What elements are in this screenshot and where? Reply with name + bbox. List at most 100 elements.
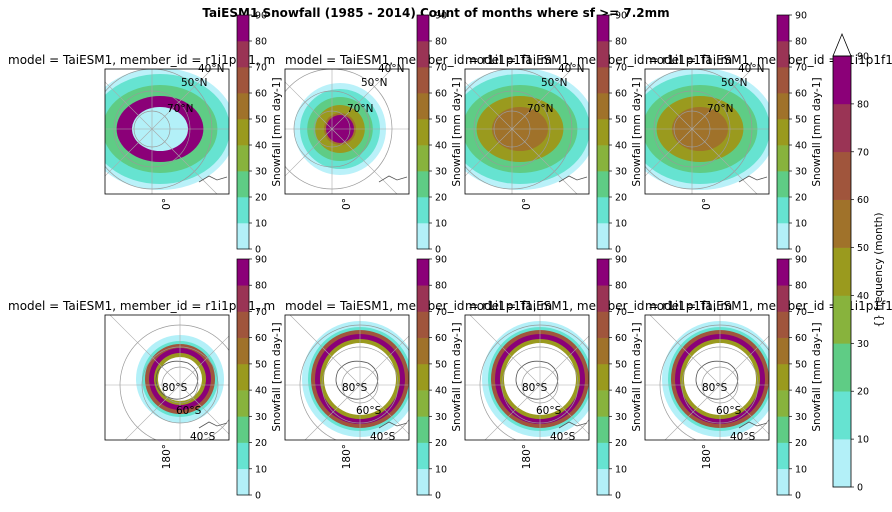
colorbar-label: Snowfall [mm day-1] <box>631 77 643 186</box>
colorbar-tick-label: 80 <box>255 281 267 292</box>
panel-title: model = TaiESM1, member_id = r1i1p1f1, h… <box>645 53 892 67</box>
lat-label: 60°S <box>716 405 742 417</box>
colorbar-segment <box>777 67 789 93</box>
colorbar-tick-label: 60 <box>795 333 807 344</box>
colorbar-tick-label: 90 <box>795 11 807 22</box>
colorbar-tick-label: 70 <box>615 307 627 318</box>
colorbar-tick-label: 70 <box>615 63 627 74</box>
colorbar-tick-label: 20 <box>435 193 447 204</box>
colorbar-tick-label: 40 <box>615 386 627 397</box>
colorbar-tick-label: 0 <box>795 491 801 502</box>
colorbar-tick-label: 60 <box>857 195 869 206</box>
lat-label: 60°S <box>536 405 562 417</box>
colorbar-segment <box>237 223 249 249</box>
colorbar-segment <box>597 469 609 496</box>
colorbar-segment <box>417 416 429 443</box>
colorbar-tick-label: 90 <box>255 255 267 266</box>
colorbar-segment <box>237 416 249 443</box>
colorbar-segment <box>833 200 851 248</box>
colorbar-segment <box>597 93 609 119</box>
lon-label: 0° <box>701 198 713 210</box>
lat-label: 60°S <box>356 405 382 417</box>
colorbar-segment <box>417 119 429 145</box>
colorbar-segment <box>237 443 249 470</box>
colorbar-tick-label: 50 <box>435 359 447 370</box>
lat-label: 40°S <box>550 431 576 443</box>
colorbar-segment <box>237 338 249 365</box>
colorbar-segment <box>597 67 609 93</box>
colorbar-label: Snowfall [mm day-1] <box>451 77 463 186</box>
colorbar-segment <box>597 364 609 391</box>
colorbar-tick-label: 90 <box>435 255 447 266</box>
colorbar-segment <box>777 145 789 171</box>
colorbar-segment <box>417 41 429 67</box>
colorbar-tick-label: 10 <box>435 464 447 475</box>
lon-label: 180° <box>701 444 713 469</box>
colorbar-segment <box>417 338 429 365</box>
colorbar-tick-label: 0 <box>615 491 621 502</box>
colorbar-tick-label: 80 <box>435 37 447 48</box>
colorbar-segment <box>417 145 429 171</box>
colorbar-tick-label: 40 <box>857 291 869 302</box>
colorbar-tick-label: 10 <box>615 219 627 230</box>
colorbar-tick-label: 60 <box>615 89 627 100</box>
colorbar-tick-label: 80 <box>795 281 807 292</box>
colorbar-segment <box>833 56 851 104</box>
colorbar-label: Snowfall [mm day-1] <box>811 77 823 186</box>
colorbar-tick-label: 40 <box>615 141 627 152</box>
lat-label: 80°S <box>162 382 188 394</box>
colorbar-tick-label: 90 <box>857 52 869 63</box>
colorbar-tick-label: 20 <box>795 438 807 449</box>
colorbar-segment <box>237 469 249 496</box>
colorbar-tick-label: 40 <box>795 386 807 397</box>
lat-label: 50°N <box>541 77 567 89</box>
colorbar-tick-label: 80 <box>255 37 267 48</box>
lat-label: 80°S <box>522 382 548 394</box>
colorbar-segment <box>777 443 789 470</box>
colorbar-segment <box>833 152 851 200</box>
colorbar-segment <box>417 390 429 417</box>
colorbar-label: Snowfall [mm day-1] <box>811 322 823 431</box>
colorbar-segment <box>833 248 851 296</box>
colorbar-tick-label: 70 <box>255 307 267 318</box>
lat-label: 40°S <box>370 431 396 443</box>
colorbar-segment <box>777 416 789 443</box>
colorbar-tick-label: 70 <box>255 63 267 74</box>
colorbar-tick-label: 90 <box>615 11 627 22</box>
lon-label: 0° <box>521 198 533 210</box>
panel-title: model = TaiESM1, member_id = r1i1p1f1, h… <box>645 299 892 313</box>
colorbar-segment <box>777 15 789 41</box>
colorbar-tick-label: 20 <box>615 193 627 204</box>
colorbar-tick-label: 60 <box>435 89 447 100</box>
colorbar-segment <box>237 93 249 119</box>
colorbar-tick-label: 30 <box>255 167 267 178</box>
colorbar-segment <box>777 311 789 338</box>
colorbar-tick-label: 70 <box>795 63 807 74</box>
colorbar-tick-label: 70 <box>795 307 807 318</box>
colorbar-tick-label: 40 <box>255 141 267 152</box>
colorbar-tick-label: 30 <box>795 167 807 178</box>
colorbar-tick-label: 0 <box>435 491 441 502</box>
colorbar-segment <box>597 145 609 171</box>
colorbar-tick-label: 10 <box>857 435 869 446</box>
colorbar-segment <box>597 416 609 443</box>
colorbar-segment <box>417 285 429 312</box>
colorbar-segment <box>597 119 609 145</box>
colorbar-segment <box>597 338 609 365</box>
colorbar-segment <box>417 197 429 223</box>
colorbar-label: Snowfall [mm day-1] <box>271 77 283 186</box>
colorbar-tick-label: 40 <box>435 141 447 152</box>
colorbar-segment <box>777 338 789 365</box>
colorbar-segment <box>237 119 249 145</box>
colorbar-segment <box>237 285 249 312</box>
colorbar-tick-label: 60 <box>255 89 267 100</box>
colorbar-segment <box>597 223 609 249</box>
colorbar-tick-label: 30 <box>615 167 627 178</box>
lon-label: 0° <box>341 198 353 210</box>
colorbar-tick-label: 10 <box>615 464 627 475</box>
colorbar-segment <box>417 67 429 93</box>
colorbar-segment <box>777 285 789 312</box>
colorbar-segment <box>597 443 609 470</box>
lat-label: 50°N <box>181 77 207 89</box>
colorbar-tick-label: 80 <box>857 99 869 110</box>
